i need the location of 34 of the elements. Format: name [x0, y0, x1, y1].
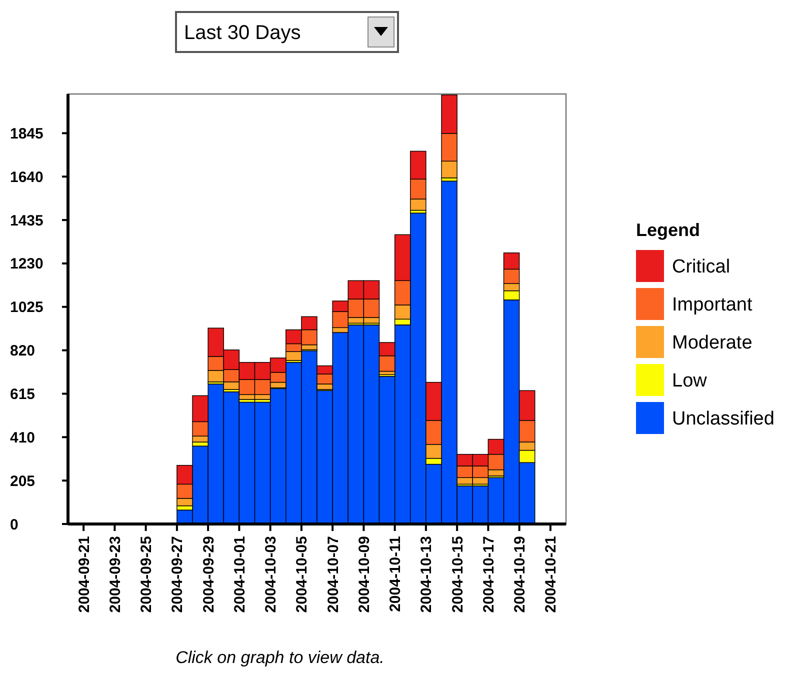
y-tick-label: 1025 — [10, 299, 44, 316]
legend-label: Unclassified — [672, 408, 774, 430]
x-tick-label: 2004-10-15 — [449, 536, 466, 613]
x-tick-label: 2004-09-27 — [169, 536, 186, 613]
dropdown: Last 30 Days — [175, 11, 399, 53]
y-tick-label: 615 — [10, 386, 36, 403]
x-tick-label: 2004-10-21 — [542, 536, 560, 613]
y-tick-label: 205 — [10, 472, 36, 490]
legend-label: Important — [672, 294, 753, 316]
legend-label: Low — [672, 370, 708, 392]
legend-label: Moderate — [672, 332, 752, 354]
x-tick-label: 2004-09-25 — [138, 536, 156, 613]
text: Click on graph to view data. — [176, 648, 384, 667]
x-tick-label: 2004-10-11 — [387, 536, 404, 612]
x-tick-label: 2004-10-05 — [294, 536, 311, 613]
x-tick-label: 2004-10-19 — [512, 536, 529, 613]
x-tick-label: 2004-09-23 — [106, 536, 124, 613]
y-tick-label: 820 — [10, 342, 36, 360]
x-tick-label: 2004-09-29 — [200, 536, 218, 613]
y-tick-label: 0 — [10, 516, 18, 534]
y-tick-label: 1640 — [10, 168, 44, 186]
y-tick-label: 1845 — [10, 125, 44, 142]
x-tick-label: 2004-10-13 — [418, 536, 436, 613]
x-tick-label: 2004-10-07 — [324, 536, 342, 613]
x-tick-label: 2004-09-21 — [76, 536, 93, 613]
y-tick-label: 1230 — [10, 256, 44, 273]
legend-label: Critical — [672, 256, 730, 278]
y-tick-label: 1435 — [10, 212, 44, 230]
x-tick-label: 2004-10-09 — [356, 536, 373, 613]
x-tick-label: 2004-10-03 — [262, 536, 280, 613]
x-tick-label: 2004-10-17 — [480, 536, 498, 613]
x-tick-label: 2004-10-01 — [231, 536, 248, 613]
legend-title: Legend — [636, 220, 700, 240]
y-tick-label: 410 — [10, 429, 36, 446]
